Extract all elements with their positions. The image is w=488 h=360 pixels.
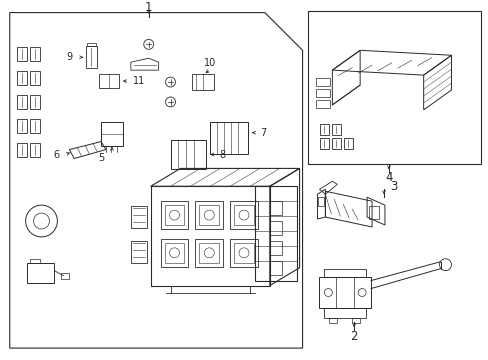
Bar bbox=[160, 239, 188, 267]
Bar bbox=[131, 206, 146, 228]
Bar bbox=[86, 43, 96, 46]
Text: 6: 6 bbox=[53, 149, 60, 159]
Bar bbox=[164, 205, 184, 225]
Bar bbox=[17, 47, 26, 61]
Bar bbox=[316, 89, 330, 97]
Bar bbox=[30, 119, 40, 133]
Bar bbox=[164, 243, 184, 263]
Bar bbox=[329, 318, 337, 323]
Bar bbox=[319, 138, 328, 149]
Bar bbox=[30, 47, 40, 61]
Bar bbox=[343, 138, 352, 149]
Bar bbox=[234, 205, 253, 225]
Bar bbox=[331, 138, 340, 149]
Bar bbox=[195, 239, 223, 267]
Bar bbox=[199, 243, 219, 263]
Bar bbox=[192, 74, 214, 90]
Bar bbox=[331, 124, 340, 135]
Bar bbox=[17, 71, 26, 85]
Text: 5: 5 bbox=[98, 153, 104, 163]
Bar bbox=[17, 95, 26, 109]
Text: 8: 8 bbox=[219, 149, 225, 159]
Bar bbox=[17, 119, 26, 133]
Text: 10: 10 bbox=[203, 58, 216, 68]
Bar bbox=[30, 95, 40, 109]
Bar bbox=[99, 74, 119, 88]
Bar bbox=[30, 143, 40, 157]
Bar bbox=[160, 201, 188, 229]
Text: 4: 4 bbox=[385, 171, 392, 184]
Text: 2: 2 bbox=[350, 330, 357, 343]
Bar bbox=[199, 205, 219, 225]
Bar bbox=[269, 201, 281, 215]
Bar bbox=[230, 201, 257, 229]
Bar bbox=[307, 10, 480, 165]
Bar bbox=[269, 261, 281, 275]
Bar bbox=[230, 239, 257, 267]
Bar bbox=[368, 206, 378, 219]
Bar bbox=[234, 243, 253, 263]
Bar bbox=[351, 318, 359, 323]
Bar bbox=[131, 241, 146, 263]
Bar bbox=[319, 124, 328, 135]
Bar bbox=[316, 100, 330, 108]
Text: 1: 1 bbox=[144, 1, 152, 14]
Bar bbox=[316, 78, 330, 86]
Bar bbox=[17, 143, 26, 157]
Bar bbox=[195, 201, 223, 229]
Bar bbox=[170, 140, 206, 170]
Bar bbox=[85, 46, 97, 68]
Bar bbox=[210, 122, 247, 153]
Bar bbox=[269, 241, 281, 255]
Bar bbox=[101, 122, 122, 145]
Bar bbox=[30, 259, 40, 263]
Bar bbox=[269, 221, 281, 235]
Bar bbox=[30, 71, 40, 85]
Bar bbox=[254, 186, 296, 280]
Text: 3: 3 bbox=[389, 180, 397, 193]
Text: 11: 11 bbox=[132, 76, 144, 86]
Bar bbox=[61, 273, 69, 279]
Bar bbox=[26, 263, 54, 283]
Text: 7: 7 bbox=[259, 128, 265, 138]
Bar bbox=[318, 197, 324, 206]
Text: 9: 9 bbox=[66, 52, 72, 62]
